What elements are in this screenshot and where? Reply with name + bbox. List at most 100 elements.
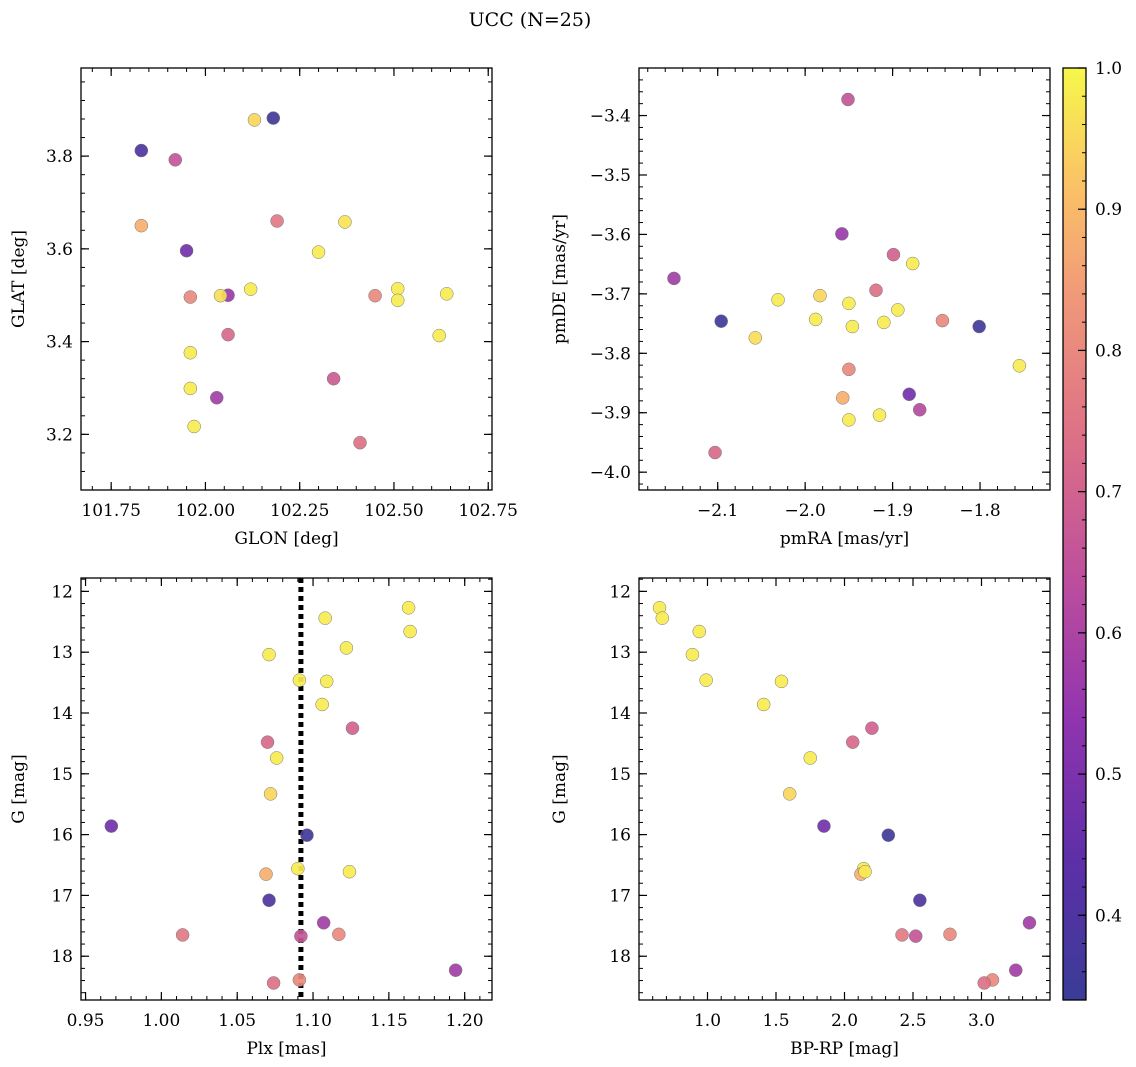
scatter-point	[266, 111, 281, 125]
scatter-point	[895, 928, 909, 942]
scatter-point	[448, 963, 463, 977]
scatter-point	[440, 287, 454, 301]
scatter-point	[891, 303, 905, 317]
scatter-point	[808, 312, 823, 327]
scatter-point	[262, 647, 276, 662]
scatter-point	[292, 973, 307, 987]
scatter-point	[291, 861, 305, 876]
scatter-point	[339, 641, 354, 655]
scatter-point	[902, 387, 916, 402]
y-tick-label: −4.0	[590, 463, 631, 483]
x-tick-label: 2.5	[899, 1011, 926, 1031]
scatter-point	[368, 288, 382, 303]
x-tick-label: 0.95	[67, 1011, 105, 1031]
y-tick-label: 12	[609, 582, 631, 602]
y-tick-label: 15	[51, 765, 73, 785]
scatter-point	[842, 413, 856, 427]
scatter-point	[905, 256, 920, 271]
colorbar-tick-label: 0.4	[1095, 906, 1122, 926]
scatter-point	[1009, 963, 1023, 977]
scatter-point	[390, 281, 405, 296]
plot-frame	[638, 577, 1051, 1001]
x-tick-label: 1.20	[446, 1011, 484, 1031]
scatter-point	[326, 371, 341, 386]
x-tick-label: 1.05	[218, 1011, 256, 1031]
scatter-point	[977, 976, 991, 990]
x-tick-label: 102.50	[364, 501, 423, 521]
colorbar: 0.4 0.5 0.6 0.7 0.8 0.9 1.0	[1062, 59, 1122, 1001]
y-tick-label: −3.7	[590, 285, 631, 305]
figure-title: UCC (N=25)	[469, 9, 592, 31]
x-tick-label: 1.10	[294, 1011, 332, 1031]
scatter-point	[756, 697, 771, 712]
x-axis-label: pmRA [mas/yr]	[780, 529, 909, 549]
scatter-point	[872, 408, 887, 422]
y-tick-label: 18	[51, 947, 73, 967]
scatter-point	[209, 390, 224, 405]
scatter-point	[315, 697, 329, 712]
scatter-point	[263, 787, 278, 801]
panels: 101.75 102.00 102.25 102.50 102.75 3.2 3.4 3.6 3…	[9, 67, 1051, 1059]
x-tick-label: 1.5	[762, 1011, 789, 1031]
scatter-point	[771, 293, 785, 307]
x-tick-label: −2.1	[697, 501, 738, 521]
scatter-point	[262, 893, 276, 908]
scatter-point	[817, 819, 831, 833]
scatter-point	[179, 243, 194, 258]
scatter-point	[260, 735, 275, 749]
scatter-point	[104, 819, 119, 833]
scatter-point	[699, 673, 713, 687]
y-tick-label: −3.9	[590, 404, 631, 424]
y-axis-label: GLAT [deg]	[9, 230, 29, 328]
scatter-point	[836, 391, 850, 405]
scatter-point	[685, 647, 700, 662]
scatter-point	[877, 315, 891, 330]
x-tick-label: 2.0	[831, 1011, 858, 1031]
scatter-point	[845, 735, 860, 749]
scatter-point	[266, 976, 281, 990]
scatter-point	[943, 927, 957, 942]
y-tick-label: 17	[609, 886, 631, 906]
y-tick-label: 14	[51, 704, 73, 724]
colorbar-gradient	[1062, 67, 1087, 1001]
y-tick-label: 13	[609, 643, 631, 663]
panel-4: 1.0 1.5 2.0 2.5 3.0 12 13 14 15 16 17 18 BP-RP [mag]…	[550, 577, 1051, 1059]
y-tick-label: −3.5	[590, 166, 631, 186]
y-tick-label: −3.8	[590, 344, 631, 364]
scatter-point	[390, 293, 405, 308]
y-axis-label: G [mag]	[9, 754, 29, 823]
scatter-point	[187, 419, 201, 434]
colorbar-tick-label: 0.8	[1095, 341, 1122, 361]
x-axis-label: BP-RP [mag]	[790, 1039, 899, 1059]
scatter-point	[134, 218, 149, 233]
scatter-point	[183, 345, 198, 360]
scatter-point	[221, 327, 235, 342]
scatter-point	[835, 227, 849, 241]
panel-1: 101.75 102.00 102.25 102.50 102.75 3.2 3.4 3.6 3…	[9, 67, 518, 549]
scatter-point	[886, 247, 901, 262]
scatter-point	[292, 673, 307, 687]
y-tick-label: 13	[51, 643, 73, 663]
x-tick-label: 101.75	[81, 501, 140, 521]
x-tick-label: 1.00	[142, 1011, 180, 1031]
scatter-point	[774, 674, 789, 689]
scatter-point	[845, 319, 860, 334]
scatter-point	[316, 916, 331, 930]
scatter-point	[913, 893, 927, 908]
scatter-point	[655, 611, 670, 625]
y-tick-label: −3.4	[590, 107, 631, 127]
scatter-point	[403, 624, 417, 639]
scatter-point	[841, 92, 855, 107]
y-tick-label: 18	[609, 947, 631, 967]
scatter-point	[842, 362, 856, 377]
x-tick-label: −1.9	[872, 501, 913, 521]
scatter-point	[183, 290, 198, 304]
y-tick-label: 3.8	[46, 147, 73, 167]
scatter-point	[912, 403, 927, 417]
y-tick-label: −3.6	[590, 225, 631, 245]
scatter-point	[319, 674, 334, 689]
colorbar-tick-label: 0.9	[1095, 200, 1122, 220]
scatter-point	[259, 867, 273, 881]
colorbar-tick-label: 0.5	[1095, 765, 1122, 785]
scatter-point	[881, 828, 896, 842]
